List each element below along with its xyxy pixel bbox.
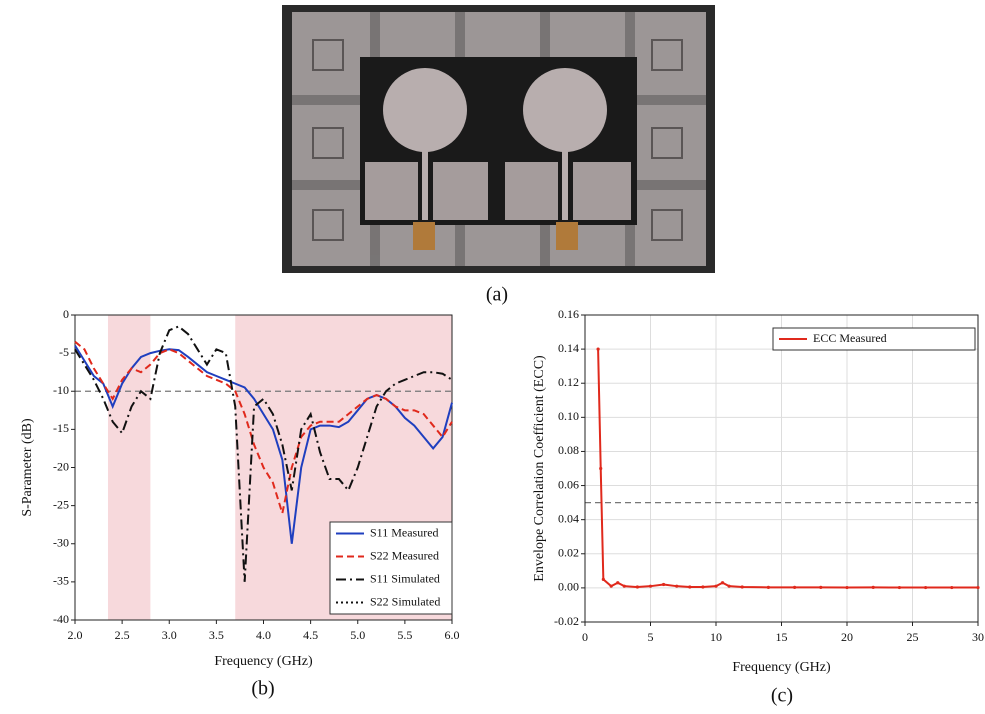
marker — [950, 585, 954, 590]
marker — [766, 585, 771, 589]
marker — [701, 585, 705, 589]
y-tick-label: 0.08 — [558, 443, 579, 457]
series-line — [74, 344, 453, 544]
legend-label: S22 Measured — [370, 548, 439, 562]
y-tick-label: -10 — [53, 383, 69, 397]
x-tick-label: 2.0 — [68, 628, 83, 642]
marker — [897, 585, 902, 590]
series-line — [74, 340, 453, 514]
y-tick-label: -40 — [53, 612, 69, 626]
x-tick-label: 4.0 — [256, 628, 271, 642]
y-tick-label: -5 — [59, 345, 69, 359]
marker — [662, 582, 666, 587]
y-tick-label: -15 — [53, 421, 69, 435]
marker — [793, 585, 797, 589]
x-tick-label: 20 — [841, 630, 853, 644]
series-line — [597, 349, 978, 589]
x-tick-label: 2.5 — [115, 628, 130, 642]
antenna-photo — [282, 5, 715, 273]
x-tick-label: 5 — [648, 630, 654, 644]
x-tick-label: 4.5 — [303, 628, 318, 642]
y-tick-label: 0.04 — [558, 511, 579, 525]
plot-frame — [584, 314, 979, 623]
x-tick-label: 15 — [776, 630, 788, 644]
y-tick-label: -30 — [53, 536, 69, 550]
marker — [601, 577, 605, 581]
marker — [871, 585, 875, 589]
legend-box — [329, 521, 453, 615]
x-axis-label: Frequency (GHz) — [732, 660, 831, 675]
marker — [622, 584, 626, 588]
marker — [720, 581, 725, 585]
legend-label: ECC Measured — [813, 331, 887, 345]
y-tick-label: 0.02 — [558, 546, 579, 560]
marker — [688, 585, 692, 589]
x-tick-label: 3.5 — [209, 628, 224, 642]
x-tick-label: 5.5 — [397, 628, 412, 642]
y-tick-label: -25 — [53, 497, 69, 511]
legend-label: S22 Simulated — [370, 594, 440, 608]
y-tick-label: 0.16 — [558, 307, 579, 321]
y-tick-label: -0.02 — [554, 614, 579, 628]
marker — [924, 585, 928, 590]
plot-frame — [74, 314, 453, 621]
legend-label: S11 Measured — [370, 525, 439, 539]
y-tick-label: -20 — [53, 459, 69, 473]
x-tick-label: 0 — [582, 630, 588, 644]
legend-label: S11 Simulated — [370, 571, 440, 585]
x-tick-label: 30 — [972, 630, 984, 644]
marker — [727, 584, 731, 588]
marker — [819, 585, 823, 589]
legend-box — [772, 327, 976, 351]
y-tick-label: 0.06 — [558, 477, 579, 491]
caption: (a) — [486, 284, 508, 306]
x-tick-label: 10 — [710, 630, 722, 644]
y-axis-label: Envelope Correlation Coefficient (ECC) — [532, 355, 547, 582]
marker — [714, 584, 718, 588]
y-tick-label: 0.14 — [558, 341, 579, 355]
x-tick-label: 6.0 — [445, 628, 460, 642]
marker — [635, 585, 640, 589]
marker — [609, 584, 613, 588]
caption: (c) — [771, 685, 793, 707]
x-axis-label: Frequency (GHz) — [214, 654, 313, 669]
series-line — [74, 325, 453, 582]
x-tick-label: 5.0 — [350, 628, 365, 642]
shaded-band — [107, 315, 151, 620]
y-tick-label: 0.00 — [558, 580, 579, 594]
marker — [599, 466, 603, 471]
marker — [976, 585, 980, 590]
y-tick-label: 0 — [63, 307, 69, 321]
y-tick-label: 0.10 — [558, 409, 579, 423]
marker — [596, 347, 600, 351]
marker — [845, 585, 849, 590]
y-tick-label: -35 — [53, 574, 69, 588]
caption: (b) — [251, 678, 274, 700]
x-tick-label: 25 — [907, 630, 919, 644]
x-tick-label: 3.0 — [162, 628, 177, 642]
marker — [740, 585, 744, 589]
y-tick-label: 0.12 — [558, 375, 579, 389]
marker — [648, 584, 653, 588]
marker — [675, 584, 679, 588]
marker — [616, 581, 620, 585]
y-axis-label: S-Parameter (dB) — [20, 418, 35, 517]
